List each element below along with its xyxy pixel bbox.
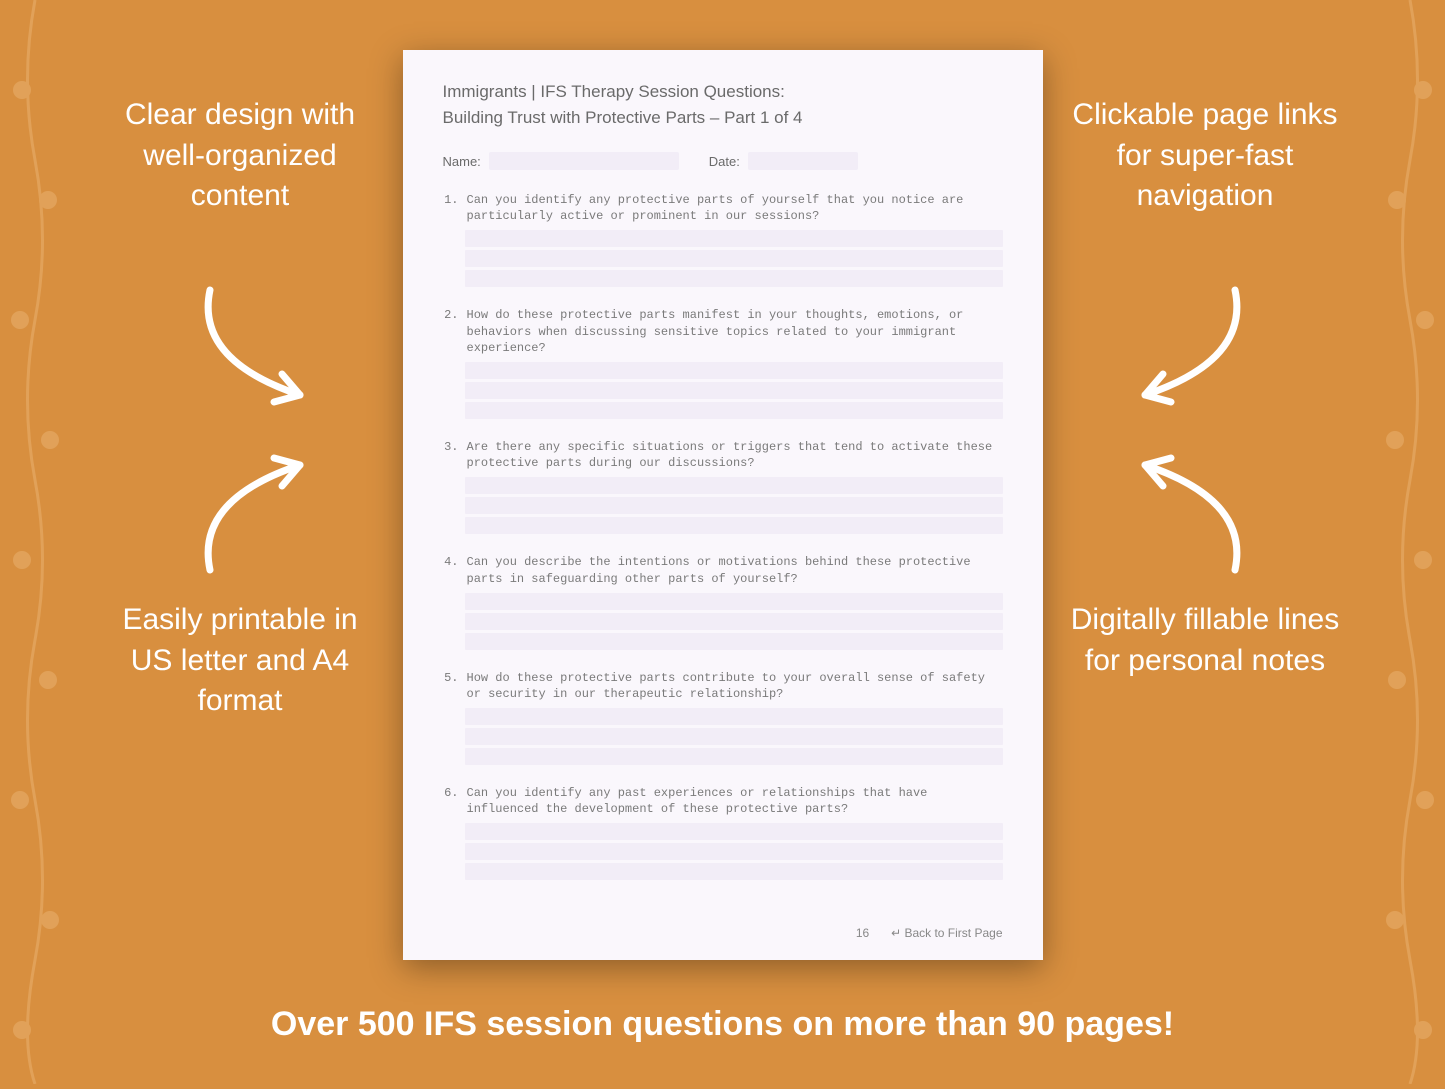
question-6: 6.Can you identify any past experiences … <box>443 785 1003 817</box>
answer-line[interactable] <box>465 633 1003 650</box>
answer-line[interactable] <box>465 477 1003 494</box>
question-text: Can you identify any past experiences or… <box>467 785 1003 817</box>
arrow-top-right <box>1075 270 1255 420</box>
answer-lines-2 <box>465 362 1003 419</box>
back-to-first-link[interactable]: ↵ Back to First Page <box>891 926 1002 940</box>
question-3: 3.Are there any specific situations or t… <box>443 439 1003 471</box>
page-subtitle: Building Trust with Protective Parts – P… <box>443 108 1003 128</box>
date-input-line[interactable] <box>748 152 858 170</box>
answer-line[interactable] <box>465 863 1003 880</box>
page-footer: 16 ↵ Back to First Page <box>443 926 1003 940</box>
answer-line[interactable] <box>465 250 1003 267</box>
question-4: 4.Can you describe the intentions or mot… <box>443 554 1003 586</box>
arrow-top-left <box>190 270 370 420</box>
answer-line[interactable] <box>465 843 1003 860</box>
callout-top-left: Clear design with well-organized content <box>100 95 380 217</box>
callout-top-right: Clickable page links for super-fast navi… <box>1065 95 1345 217</box>
arrow-bottom-right <box>1075 440 1255 590</box>
name-label: Name: <box>443 154 481 169</box>
answer-line[interactable] <box>465 402 1003 419</box>
vine-decoration-left <box>0 0 70 1084</box>
answer-line[interactable] <box>465 270 1003 287</box>
answer-line[interactable] <box>465 748 1003 765</box>
date-field: Date: <box>709 152 858 170</box>
date-label: Date: <box>709 154 740 169</box>
bottom-banner: Over 500 IFS session questions on more t… <box>0 1005 1445 1044</box>
question-text: Can you identify any protective parts of… <box>467 192 1003 224</box>
name-input-line[interactable] <box>489 152 679 170</box>
question-number: 1. <box>443 192 459 224</box>
page-title: Immigrants | IFS Therapy Session Questio… <box>443 82 1003 102</box>
meta-row: Name: Date: <box>443 152 1003 170</box>
answer-lines-1 <box>465 230 1003 287</box>
name-field: Name: <box>443 152 679 170</box>
answer-lines-4 <box>465 593 1003 650</box>
question-number: 6. <box>443 785 459 817</box>
arrow-bottom-left <box>190 440 370 590</box>
answer-line[interactable] <box>465 823 1003 840</box>
answer-line[interactable] <box>465 728 1003 745</box>
question-1: 1.Can you identify any protective parts … <box>443 192 1003 224</box>
answer-lines-3 <box>465 477 1003 534</box>
answer-line[interactable] <box>465 517 1003 534</box>
question-text: Can you describe the intentions or motiv… <box>467 554 1003 586</box>
question-text: How do these protective parts contribute… <box>467 670 1003 702</box>
vine-decoration-right <box>1375 0 1445 1084</box>
question-number: 5. <box>443 670 459 702</box>
question-2: 2.How do these protective parts manifest… <box>443 307 1003 356</box>
answer-lines-6 <box>465 823 1003 880</box>
answer-line[interactable] <box>465 613 1003 630</box>
answer-line[interactable] <box>465 708 1003 725</box>
answer-lines-5 <box>465 708 1003 765</box>
question-text: How do these protective parts manifest i… <box>467 307 1003 356</box>
answer-line[interactable] <box>465 497 1003 514</box>
answer-line[interactable] <box>465 382 1003 399</box>
answer-line[interactable] <box>465 230 1003 247</box>
answer-line[interactable] <box>465 362 1003 379</box>
question-number: 4. <box>443 554 459 586</box>
answer-line[interactable] <box>465 593 1003 610</box>
question-text: Are there any specific situations or tri… <box>467 439 1003 471</box>
callout-bottom-right: Digitally fillable lines for personal no… <box>1065 600 1345 681</box>
question-number: 3. <box>443 439 459 471</box>
callout-bottom-left: Easily printable in US letter and A4 for… <box>100 600 380 722</box>
questions-container: 1.Can you identify any protective parts … <box>443 192 1003 880</box>
question-number: 2. <box>443 307 459 356</box>
question-5: 5.How do these protective parts contribu… <box>443 670 1003 702</box>
worksheet-page: Immigrants | IFS Therapy Session Questio… <box>403 50 1043 960</box>
